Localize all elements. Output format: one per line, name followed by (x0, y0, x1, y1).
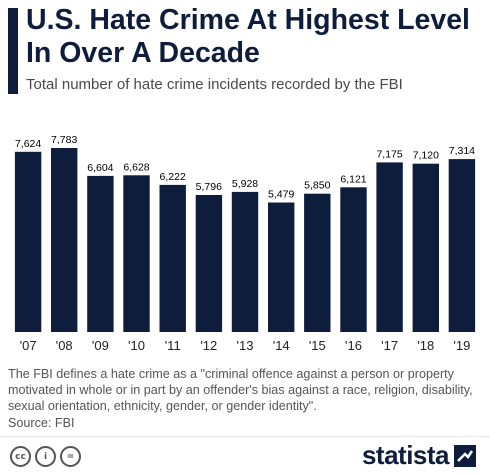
footnote: The FBI defines a hate crime as a "crimi… (8, 367, 473, 413)
statista-mark-icon (454, 444, 476, 467)
bar-4 (159, 184, 186, 332)
x-tick-label-4: '11 (165, 338, 181, 353)
title-accent-bar (8, 8, 18, 94)
bar-12 (448, 159, 476, 332)
data-label-0: 7,624 (15, 138, 41, 150)
bar-2 (87, 175, 114, 332)
x-tick-label-12: '19 (453, 338, 470, 353)
bar-8 (304, 193, 331, 332)
no-derivatives-icon[interactable]: = (60, 446, 81, 467)
data-label-7: 5,479 (268, 189, 294, 201)
bar-0 (14, 151, 42, 332)
bar-7 (268, 202, 295, 332)
x-tick-label-2: '09 (92, 338, 109, 353)
data-label-5: 5,796 (196, 181, 222, 193)
brand-name: statista (361, 440, 450, 470)
x-tick-label-1: '08 (56, 338, 73, 353)
bar-10 (376, 162, 403, 332)
creative-commons-icon[interactable]: cc (10, 446, 31, 467)
bar-3 (123, 175, 150, 332)
data-label-10: 7,175 (376, 148, 402, 160)
x-tick-label-10: '17 (381, 338, 398, 353)
data-label-1: 7,783 (51, 134, 77, 146)
bar-11 (412, 163, 439, 332)
bar-1 (51, 148, 78, 332)
x-tick-label-11: '18 (417, 338, 434, 353)
x-tick-label-9: '16 (345, 338, 362, 353)
data-label-6: 5,928 (232, 178, 258, 190)
data-label-8: 5,850 (304, 180, 330, 192)
bar-9 (340, 187, 367, 332)
data-label-3: 6,628 (123, 161, 149, 173)
bar-5 (195, 195, 223, 332)
x-tick-label-8: '15 (309, 338, 326, 353)
bar-6 (231, 191, 259, 332)
bar-chart: 7,624 '07 7,783 '08 6,604 '09 6,628 '10 6,222 '11… (14, 134, 476, 353)
x-tick-label-6: '13 (237, 338, 254, 353)
data-label-12: 7,314 (449, 145, 475, 157)
statista-logo[interactable]: statista (362, 440, 476, 471)
page-subtitle: Total number of hate crime incidents rec… (26, 76, 403, 93)
data-label-2: 6,604 (87, 162, 113, 174)
x-tick-label-0: '07 (20, 338, 37, 353)
source-note: Source: FBI (8, 416, 75, 430)
x-tick-label-5: '12 (200, 338, 217, 353)
data-label-9: 6,121 (340, 173, 366, 185)
attribution-icon[interactable]: i (35, 446, 56, 467)
x-tick-label-7: '14 (273, 338, 290, 353)
data-label-11: 7,120 (413, 150, 439, 162)
data-label-4: 6,222 (160, 171, 186, 183)
x-tick-label-3: '10 (128, 338, 145, 353)
page-title: U.S. Hate Crime At Highest Level In Over… (26, 4, 470, 69)
license-icons: cc i = (10, 446, 81, 467)
footer-divider (0, 436, 490, 437)
